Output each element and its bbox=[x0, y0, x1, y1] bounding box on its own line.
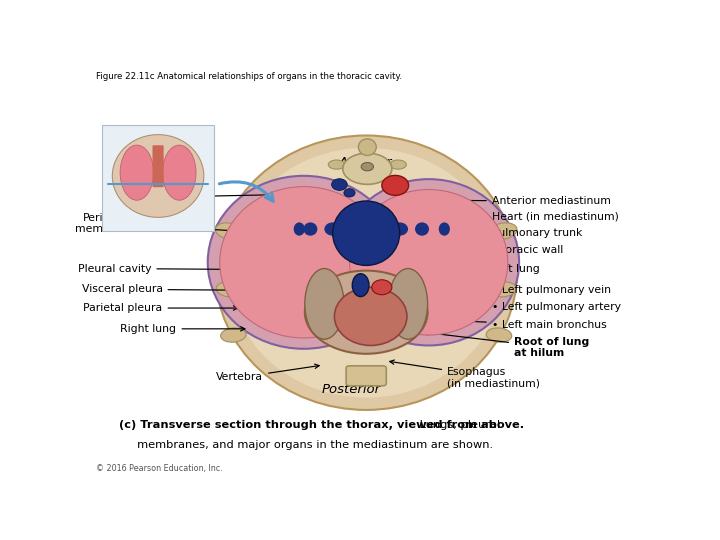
Ellipse shape bbox=[220, 328, 246, 342]
Text: Pericardial
membranes: Pericardial membranes bbox=[75, 213, 237, 234]
Ellipse shape bbox=[390, 160, 406, 169]
Text: Root of lung
at hilum: Root of lung at hilum bbox=[423, 330, 590, 359]
Ellipse shape bbox=[305, 268, 344, 339]
Ellipse shape bbox=[486, 328, 512, 342]
Text: membranes, and major organs in the mediastinum are shown.: membranes, and major organs in the media… bbox=[119, 440, 493, 450]
Ellipse shape bbox=[352, 274, 369, 296]
Ellipse shape bbox=[359, 139, 377, 156]
Text: Heart (in mediastinum): Heart (in mediastinum) bbox=[410, 212, 618, 221]
Ellipse shape bbox=[343, 153, 392, 184]
Text: • Left main bronchus: • Left main bronchus bbox=[422, 318, 606, 330]
Text: Right lung: Right lung bbox=[120, 324, 245, 334]
Ellipse shape bbox=[294, 222, 305, 235]
Text: Thoracic wall: Thoracic wall bbox=[462, 245, 563, 255]
Circle shape bbox=[382, 176, 409, 195]
Ellipse shape bbox=[490, 282, 516, 297]
Text: Parietal pleura: Parietal pleura bbox=[84, 303, 238, 313]
Circle shape bbox=[372, 280, 392, 295]
Ellipse shape bbox=[216, 282, 243, 297]
Ellipse shape bbox=[334, 287, 407, 346]
Ellipse shape bbox=[328, 160, 345, 169]
FancyBboxPatch shape bbox=[346, 366, 387, 386]
Ellipse shape bbox=[338, 179, 519, 346]
Text: Sternum: Sternum bbox=[102, 193, 280, 203]
Ellipse shape bbox=[361, 163, 374, 171]
Ellipse shape bbox=[229, 148, 503, 397]
Text: (c) Transverse section through the thorax, viewed from above.: (c) Transverse section through the thora… bbox=[119, 420, 524, 430]
Ellipse shape bbox=[303, 222, 318, 235]
FancyBboxPatch shape bbox=[153, 145, 163, 187]
Ellipse shape bbox=[350, 190, 508, 335]
Circle shape bbox=[344, 188, 355, 197]
Ellipse shape bbox=[489, 223, 517, 239]
Ellipse shape bbox=[415, 222, 429, 235]
Text: Anterior mediastinum: Anterior mediastinum bbox=[405, 196, 611, 206]
Ellipse shape bbox=[208, 176, 400, 349]
Text: Pulmonary trunk: Pulmonary trunk bbox=[412, 228, 582, 238]
Ellipse shape bbox=[333, 201, 400, 266]
Text: • Left pulmonary vein: • Left pulmonary vein bbox=[422, 285, 611, 295]
Ellipse shape bbox=[324, 222, 341, 235]
Text: Esophagus
(in mediastinum): Esophagus (in mediastinum) bbox=[390, 360, 540, 388]
Ellipse shape bbox=[215, 136, 517, 410]
FancyBboxPatch shape bbox=[102, 125, 214, 231]
Text: Pleural cavity: Pleural cavity bbox=[78, 264, 230, 274]
Ellipse shape bbox=[163, 145, 196, 200]
Text: Visceral pleura: Visceral pleura bbox=[81, 285, 234, 294]
Text: Vertebra: Vertebra bbox=[216, 364, 319, 382]
Ellipse shape bbox=[305, 271, 428, 354]
Ellipse shape bbox=[392, 222, 408, 235]
Ellipse shape bbox=[215, 223, 243, 239]
Ellipse shape bbox=[120, 145, 153, 200]
Ellipse shape bbox=[220, 187, 387, 338]
Text: Anterior: Anterior bbox=[338, 156, 392, 169]
Ellipse shape bbox=[112, 134, 204, 217]
Text: © 2016 Pearson Education, Inc.: © 2016 Pearson Education, Inc. bbox=[96, 464, 222, 473]
Text: • Left pulmonary artery: • Left pulmonary artery bbox=[422, 302, 621, 312]
Ellipse shape bbox=[438, 222, 450, 235]
Text: Posterior: Posterior bbox=[322, 383, 381, 396]
Ellipse shape bbox=[389, 268, 428, 339]
Text: Figure 22.11c Anatomical relationships of organs in the thoracic cavity.: Figure 22.11c Anatomical relationships o… bbox=[96, 72, 402, 82]
Text: Lungs, pleural: Lungs, pleural bbox=[416, 420, 500, 430]
Text: Left lung: Left lung bbox=[450, 264, 539, 275]
Circle shape bbox=[332, 179, 347, 191]
